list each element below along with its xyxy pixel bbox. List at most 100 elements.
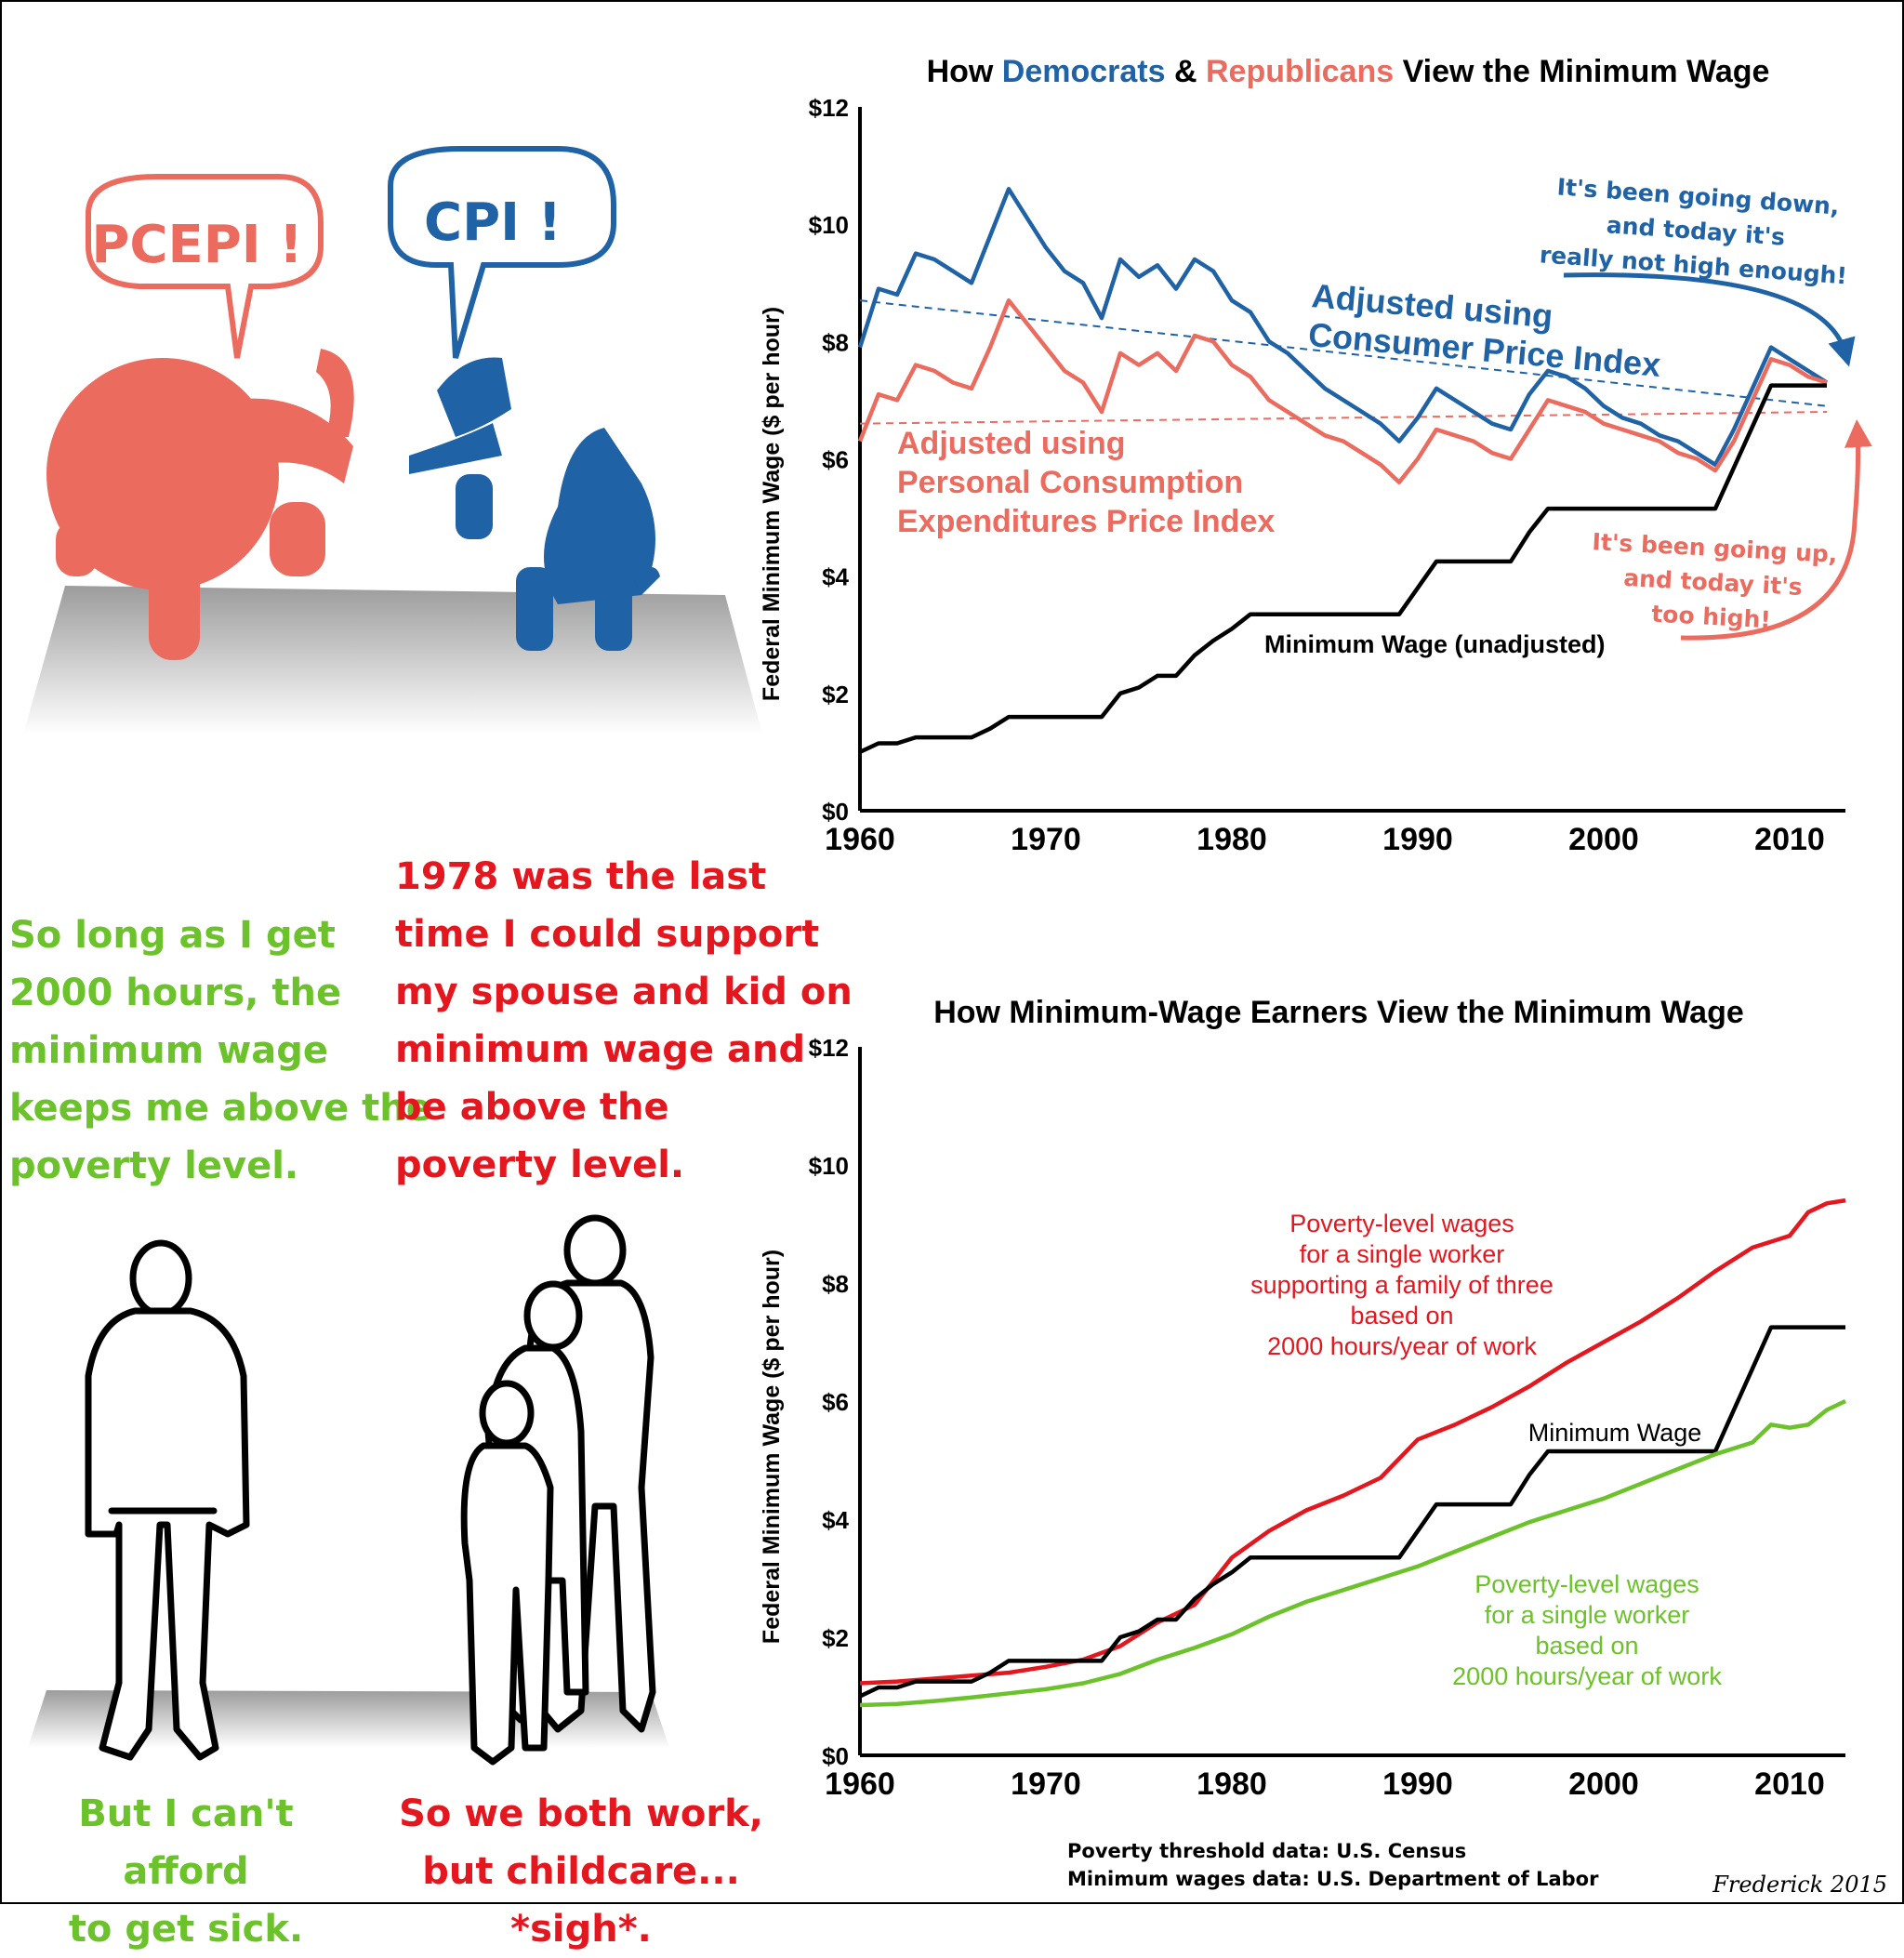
comic-canvas: PCEPI ! CPI ! How Democrats & Republican… (23, 54, 1887, 1898)
y-tick-label: $4 (822, 563, 849, 591)
comic-frame (0, 0, 1904, 1904)
x-tick-label: 1970 (1011, 1766, 1081, 1802)
annotation-red-arrow (1680, 419, 1872, 641)
series-label-line: supporting a family of three (1250, 1271, 1554, 1299)
caption-line: So long as I get (9, 914, 336, 957)
y-tick-label: $4 (822, 1506, 849, 1534)
series-line-2 (859, 1398, 1846, 1708)
series-label-line: for a single worker (1300, 1240, 1505, 1268)
donkey-icon (409, 357, 660, 651)
ground-hill (23, 586, 762, 734)
y-tick-label: $0 (822, 1742, 849, 1770)
series-label-line: Adjusted using (897, 426, 1126, 461)
annotation-1: It's been going up,and today it'stoo hig… (1588, 528, 1838, 637)
series-label-line: based on (1535, 1632, 1638, 1660)
signature: Frederick 2015 (1712, 1872, 1887, 1898)
y-tick-label: $6 (822, 446, 849, 474)
caption-line: 2000 hours, the (9, 972, 342, 1014)
x-tick-label: 1960 (825, 1766, 895, 1802)
caption-line: time I could support (395, 913, 820, 956)
y-tick-label: $10 (809, 1152, 849, 1180)
series-label-line: Minimum Wage (1528, 1419, 1702, 1447)
series-label-2: Poverty-level wages for a single worker ba… (1452, 1570, 1722, 1690)
chart1-labels: Adjusted usingConsumer Price Index Adjust… (897, 172, 1853, 658)
series-line-1 (857, 298, 1828, 484)
source-labor: Minimum wages data: U.S. Department of L… (1067, 1868, 1599, 1890)
chart1-axes: $0 $2 $4 $6 $8 $10 $12 1960 1970 1980 1990 2000 2010 (809, 94, 1845, 857)
series-label-2: Minimum Wage (unadjusted) (1264, 630, 1606, 658)
y-tick-label: $8 (822, 1270, 849, 1298)
x-tick-label: 1990 (1382, 822, 1453, 857)
family-figure (460, 1214, 656, 1766)
y-tick-label: $2 (822, 681, 849, 708)
x-tick-label: 2010 (1754, 822, 1825, 857)
caption-line: 1978 was the last (395, 855, 767, 898)
annotation-0: It's been going down,and today it'sreall… (1539, 172, 1853, 289)
y-tick-label: $0 (822, 798, 849, 826)
caption-line: poverty level. (395, 1144, 685, 1186)
x-tick-label: 2010 (1754, 1766, 1825, 1802)
caption-family-top: 1978 was the last time I could support m… (395, 848, 853, 1194)
chart2-series (859, 1197, 1846, 1708)
bubble-rep: PCEPI ! (86, 174, 324, 359)
caption-single-bottom: But I can't afford to get sick. (19, 1785, 353, 1958)
chart1-title: How Democrats & Republicans View the Min… (927, 54, 1770, 89)
single-worker-figure (85, 1239, 250, 1761)
series-label-0: Adjusted usingConsumer Price Index (1307, 276, 1666, 384)
chart1-series (857, 187, 1829, 754)
x-tick-label: 1980 (1197, 822, 1267, 857)
source-census: Poverty threshold data: U.S. Census (1067, 1840, 1466, 1862)
annotation-line: too high! (1651, 601, 1772, 634)
caption-line: my spouse and kid on (395, 971, 853, 1013)
y-tick-label: $6 (822, 1388, 849, 1416)
series-label-line: based on (1350, 1302, 1453, 1330)
annotation-line: really not high enough! (1539, 241, 1848, 289)
series-label-line: 2000 hours/year of work (1267, 1332, 1537, 1360)
series-label-line: 2000 hours/year of work (1452, 1662, 1722, 1690)
series-label-1: Minimum Wage (1528, 1419, 1702, 1447)
annotation-line: and today it's (1606, 211, 1786, 250)
caption-line: But I can't afford (78, 1793, 294, 1893)
chart1-ylabel: Federal Minimum Wage ($ per hour) (759, 307, 785, 701)
x-tick-label: 1980 (1197, 1766, 1267, 1802)
caption-line: but childcare... *sigh*. (422, 1850, 740, 1951)
series-label-line: Minimum Wage (unadjusted) (1264, 630, 1606, 658)
chart-earners: How Minimum-Wage Earners View the Minimu… (759, 995, 1846, 1802)
y-tick-label: $10 (809, 211, 849, 239)
x-tick-label: 2000 (1568, 1766, 1639, 1802)
annotation-line: and today it's (1623, 564, 1804, 601)
caption-line: minimum wage and (395, 1028, 806, 1071)
x-tick-label: 2000 (1568, 822, 1639, 857)
series-line-1 (859, 1325, 1845, 1699)
x-tick-label: 1960 (825, 822, 895, 857)
chart2-ylabel: Federal Minimum Wage ($ per hour) (759, 1250, 785, 1644)
caption-line: poverty level. (9, 1144, 299, 1187)
annotation-line: It's been going down, (1556, 173, 1841, 219)
caption-line: be above the (395, 1086, 669, 1129)
chart2-axes: $0 $2 $4 $6 $8 $10 $12 1960 1970 1980 1990 2000 2010 (809, 1034, 1845, 1802)
caption-line: keeps me above the (9, 1087, 431, 1130)
bubble-rep-text: PCEPI ! (91, 215, 302, 275)
series-line-0 (857, 187, 1829, 468)
caption-line: to get sick. (68, 1908, 304, 1951)
series-label-line: Poverty-level wages (1474, 1570, 1699, 1598)
party-scene (23, 349, 762, 734)
chart-parties: How Democrats & Republicans View the Min… (759, 54, 1872, 857)
y-tick-label: $12 (809, 94, 849, 122)
bubble-dem-text: CPI ! (424, 192, 562, 253)
chart2-labels: Poverty-level wages for a single worker su… (1250, 1210, 1722, 1690)
series-label-0: Poverty-level wages for a single worker su… (1250, 1210, 1554, 1360)
series-label-line: for a single worker (1485, 1601, 1690, 1629)
annotation-blue-arrow (1563, 272, 1856, 367)
caption-family-bottom: So we both work, but childcare... *sigh*… (377, 1785, 786, 1958)
y-tick-label: $8 (822, 328, 849, 356)
caption-single-top: So long as I get 2000 hours, the minimum… (9, 906, 431, 1195)
elephant-icon (46, 349, 354, 660)
chart2-title: How Minimum-Wage Earners View the Minimu… (933, 995, 1744, 1030)
series-label-line: Expenditures Price Index (897, 504, 1275, 539)
series-line-2 (859, 383, 1827, 754)
trendline-1 (859, 411, 1828, 425)
annotation-line: It's been going up, (1592, 528, 1838, 568)
y-tick-label: $2 (822, 1624, 849, 1652)
series-label-1: Adjusted using Personal Consumption Expend… (897, 426, 1275, 539)
